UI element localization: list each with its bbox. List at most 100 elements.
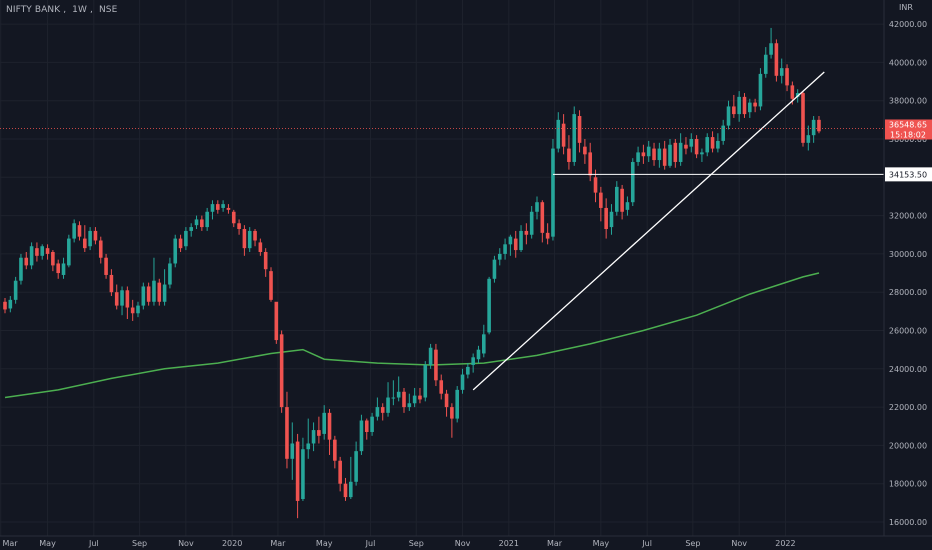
- candle-body: [380, 407, 385, 413]
- candle-body: [343, 483, 348, 498]
- candle-up: [136, 301, 140, 318]
- candle-down: [817, 116, 821, 134]
- last-price-label: 36548.65: [889, 120, 927, 129]
- time-scale-background[interactable]: [0, 536, 932, 550]
- candle-up: [120, 286, 124, 316]
- candle-down: [237, 219, 241, 235]
- candle-body: [535, 202, 539, 212]
- candle-body: [349, 481, 353, 498]
- candle-down: [593, 169, 598, 203]
- candle-body: [162, 284, 167, 302]
- candle-up: [551, 139, 555, 241]
- candle-up: [460, 368, 465, 394]
- candle-body: [801, 93, 805, 143]
- candle-up: [716, 133, 720, 153]
- time-tick-label: Nov: [455, 539, 471, 548]
- candle-down: [258, 238, 263, 256]
- candle-down: [710, 131, 715, 153]
- time-scale: Mar May Jul Sep Nov 2020 Mar May Jul Sep Nov 2021 Ma…: [2, 539, 795, 548]
- candle-up: [763, 47, 768, 78]
- time-tick-label: Sep: [685, 539, 700, 548]
- candle-up: [301, 437, 305, 501]
- candle-down: [785, 64, 789, 92]
- candle-body: [588, 152, 592, 176]
- candle-up: [646, 140, 651, 162]
- candle-body: [811, 119, 816, 136]
- candle-body: [497, 253, 502, 260]
- candle-body: [45, 248, 50, 254]
- candle-down: [125, 286, 130, 320]
- candle-down: [274, 301, 279, 344]
- candle-body: [646, 146, 651, 157]
- candle-up: [636, 146, 640, 166]
- currency-label: INR: [899, 3, 913, 12]
- candle-body: [737, 96, 741, 115]
- candle-body: [136, 305, 140, 314]
- candle-body: [152, 280, 156, 302]
- candle-body: [301, 449, 305, 500]
- candle-down: [3, 297, 7, 314]
- candle-up: [497, 248, 502, 266]
- time-tick-label: Jul: [88, 539, 99, 548]
- candle-body: [269, 271, 273, 300]
- candle-down: [157, 278, 162, 306]
- price-tick-label: 16000.00: [889, 518, 927, 527]
- candle-down: [295, 433, 300, 519]
- candle-body: [561, 123, 566, 147]
- candle-body: [3, 301, 7, 310]
- candle-up: [19, 253, 23, 285]
- candle-up: [189, 223, 193, 237]
- candle-body: [492, 259, 497, 279]
- candle-body: [40, 246, 45, 256]
- candle-down: [577, 110, 582, 153]
- candle-down: [439, 374, 444, 400]
- candle-up: [630, 158, 635, 207]
- candle-body: [178, 238, 183, 249]
- candle-body: [455, 389, 459, 419]
- candle-body: [599, 192, 603, 208]
- price-tick-label: 22000.00: [889, 403, 927, 412]
- candle-body: [545, 232, 550, 239]
- candle-down: [178, 234, 183, 252]
- candle-body: [157, 282, 162, 302]
- candle-down: [343, 477, 348, 501]
- price-scale-background[interactable]: [884, 0, 932, 536]
- candle-body: [263, 251, 268, 270]
- candle-down: [450, 403, 454, 438]
- moving-average-layer: [4, 272, 820, 399]
- candle-down: [45, 244, 50, 260]
- candle-body: [700, 152, 704, 155]
- symbol-header[interactable]: NIFTY BANK, 1W, NSE: [6, 5, 118, 15]
- candle-up: [152, 257, 156, 306]
- level-label-bg: [885, 167, 932, 182]
- level-label: 34153.50: [889, 170, 927, 179]
- candle-body: [93, 230, 98, 241]
- candle-body: [168, 263, 172, 285]
- candle-body: [540, 202, 545, 233]
- candle-body: [295, 441, 300, 501]
- candle-body: [83, 238, 87, 249]
- candle-up: [386, 382, 390, 417]
- candle-down: [338, 456, 342, 492]
- candle-up: [668, 139, 672, 168]
- candle-up: [556, 112, 561, 153]
- candle-down: [114, 284, 119, 310]
- candle-up: [205, 207, 209, 231]
- candle-up: [162, 269, 167, 306]
- candle-body: [216, 204, 220, 210]
- candle-down: [130, 299, 135, 321]
- price-tick-label: 30000.00: [889, 250, 927, 259]
- candle-body: [428, 347, 433, 365]
- candle-body: [583, 146, 587, 155]
- candle-body: [359, 420, 364, 452]
- candle-down: [567, 135, 571, 170]
- candle-down: [263, 248, 268, 277]
- candle-body: [354, 451, 358, 482]
- candle-body: [146, 286, 151, 302]
- candle-up: [67, 234, 71, 268]
- candle-up: [354, 441, 358, 486]
- candle-body: [226, 207, 231, 210]
- countdown-label: 15:18:02: [890, 130, 926, 139]
- candle-down: [242, 225, 247, 256]
